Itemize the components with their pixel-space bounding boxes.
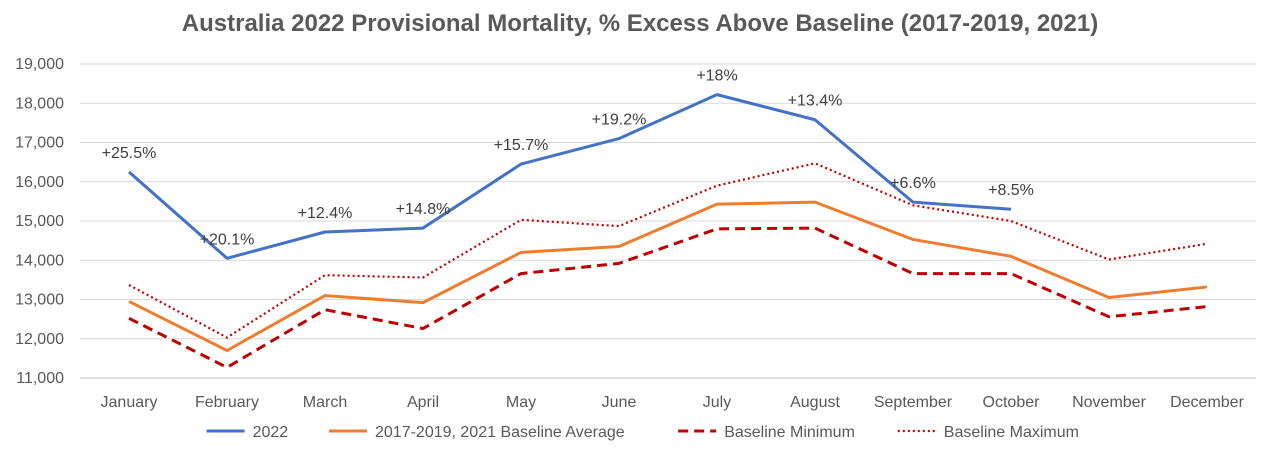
x-tick-label: July (703, 394, 731, 411)
legend-label: 2022 (253, 424, 289, 441)
gridlines (80, 63, 1256, 379)
x-tick-label: January (101, 394, 158, 411)
data-labels: +25.5% +20.1% +12.4% +14.8% +15.7% +19.2% +18%… (102, 68, 1034, 249)
series-line-baseline-maximum (128, 162, 1208, 339)
y-tick-label: 14,000 (15, 252, 64, 269)
series-line-2022 (128, 93, 1012, 260)
x-tick-label: February (195, 394, 259, 411)
x-axis: January February March April May June July Augu… (101, 394, 1245, 411)
data-label: +20.1% (200, 231, 255, 248)
y-tick-label: 12,000 (15, 331, 64, 348)
chart-title: Australia 2022 Provisional Mortality, % … (182, 10, 1098, 37)
data-label: +12.4% (298, 205, 353, 222)
data-label: +15.7% (494, 137, 549, 154)
y-tick-label: 15,000 (15, 213, 64, 230)
data-label: +8.5% (988, 182, 1034, 199)
y-tick-label: 11,000 (16, 370, 64, 387)
x-tick-label: May (506, 394, 536, 411)
y-tick-label: 16,000 (15, 174, 64, 191)
series-line-baseline-minimum (128, 226, 1208, 369)
x-tick-label: August (790, 394, 840, 411)
data-label: +6.6% (890, 175, 936, 192)
data-label: +13.4% (788, 93, 843, 110)
series-line-2017-2019-2021-baseline-average (128, 200, 1208, 353)
y-tick-label: 18,000 (15, 95, 64, 112)
x-tick-label: November (1072, 394, 1146, 411)
legend-label: Baseline Maximum (944, 424, 1079, 441)
legend-label: Baseline Minimum (724, 424, 855, 441)
data-label: +18% (696, 68, 737, 85)
legend-label: 2017-2019, 2021 Baseline Average (375, 424, 625, 441)
x-tick-label: June (602, 394, 637, 411)
series-group (128, 93, 1208, 369)
data-label: +25.5% (102, 145, 157, 162)
legend: 2022 2017-2019, 2021 Baseline Average Base… (206, 424, 1079, 441)
y-tick-label: 13,000 (15, 292, 64, 309)
x-tick-label: April (407, 394, 439, 411)
y-tick-label: 19,000 (15, 56, 64, 73)
y-tick-label: 17,000 (15, 135, 64, 152)
x-tick-label: March (303, 394, 347, 411)
y-axis: 11,000 12,000 13,000 14,000 15,000 16,000 17,0… (15, 56, 64, 387)
data-label: +19.2% (592, 112, 647, 129)
data-label: +14.8% (396, 201, 451, 218)
x-tick-label: October (983, 394, 1041, 411)
x-tick-label: December (1170, 394, 1244, 411)
x-tick-label: September (874, 394, 953, 411)
